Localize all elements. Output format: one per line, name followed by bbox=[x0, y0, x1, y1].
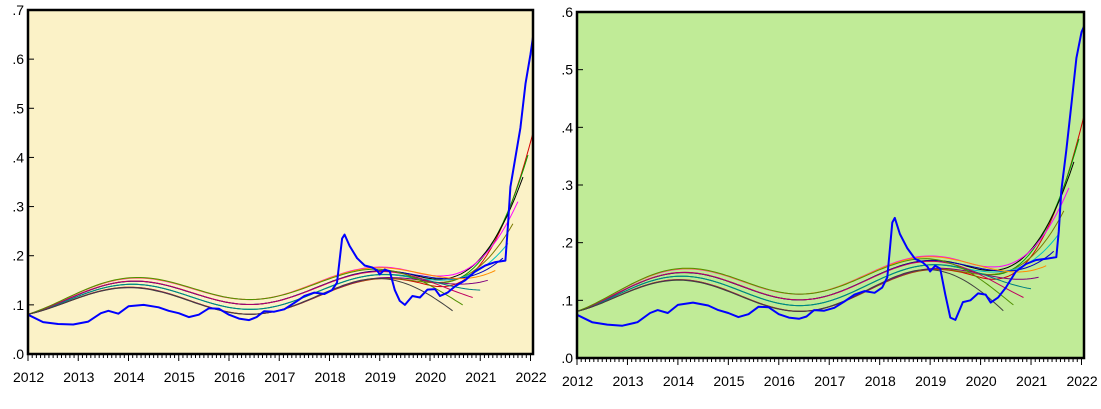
y-tick-label: .5 bbox=[12, 100, 24, 116]
x-tick-label: 2019 bbox=[365, 369, 396, 385]
actual-series-line bbox=[27, 36, 534, 326]
y-tick-label: .6 bbox=[12, 51, 24, 67]
y-tick-label: .7 bbox=[12, 2, 24, 18]
x-tick-label: 2017 bbox=[264, 369, 295, 385]
y-tick-label: .0 bbox=[561, 350, 573, 366]
x-tick-label: 2013 bbox=[612, 373, 643, 389]
plot-background bbox=[28, 10, 533, 354]
x-tick-label: 2016 bbox=[764, 373, 795, 389]
x-tick-label: 2022 bbox=[515, 369, 546, 385]
y-tick-label: .2 bbox=[561, 235, 573, 251]
x-tick-label: 2014 bbox=[114, 369, 145, 385]
y-tick-label: .0 bbox=[12, 346, 24, 362]
y-tick-label: .3 bbox=[561, 177, 573, 193]
forecast-line bbox=[576, 258, 1014, 312]
y-tick-label: .2 bbox=[12, 248, 24, 264]
x-tick-label: 2020 bbox=[966, 373, 997, 389]
forecast-line bbox=[27, 277, 453, 315]
x-tick-label: 2018 bbox=[865, 373, 896, 389]
y-tick-label: .5 bbox=[561, 62, 573, 78]
y-tick-label: .4 bbox=[561, 119, 573, 135]
x-tick-label: 2015 bbox=[713, 373, 744, 389]
x-tick-label: 2017 bbox=[814, 373, 845, 389]
x-tick-label: 2020 bbox=[415, 369, 446, 385]
x-tick-label: 2018 bbox=[314, 369, 345, 385]
forecast-line bbox=[27, 270, 473, 315]
forecast-line bbox=[27, 273, 481, 315]
y-tick-label: .6 bbox=[561, 4, 573, 20]
actual-series-line bbox=[576, 26, 1085, 327]
x-tick-label: 2021 bbox=[1016, 373, 1047, 389]
y-tick-label: .1 bbox=[12, 297, 24, 313]
forecast-line bbox=[576, 264, 1032, 312]
x-tick-label: 2019 bbox=[915, 373, 946, 389]
x-tick-label: 2016 bbox=[214, 369, 245, 385]
x-tick-label: 2013 bbox=[63, 369, 94, 385]
x-tick-label: 2015 bbox=[164, 369, 195, 385]
x-tick-label: 2012 bbox=[13, 369, 44, 385]
x-tick-label: 2022 bbox=[1066, 373, 1097, 389]
plot-frame bbox=[26, 8, 535, 356]
y-tick-label: .1 bbox=[561, 292, 573, 308]
chart-left: .0 .1 .2 .3 .4 .5 .6 .7 2012 2013 2014 2015 2016 2017… bbox=[12, 2, 547, 385]
x-tick-label: 2021 bbox=[465, 369, 496, 385]
chart-right: .0 .1 .2 .3 .4 .5 .6 2012 2013 2014 2015 2016 2017 20… bbox=[561, 4, 1098, 389]
y-tick-label: .4 bbox=[12, 149, 24, 165]
x-tick-label: 2014 bbox=[663, 373, 694, 389]
y-tick-label: .3 bbox=[12, 199, 24, 215]
x-tick-label: 2012 bbox=[562, 373, 593, 389]
